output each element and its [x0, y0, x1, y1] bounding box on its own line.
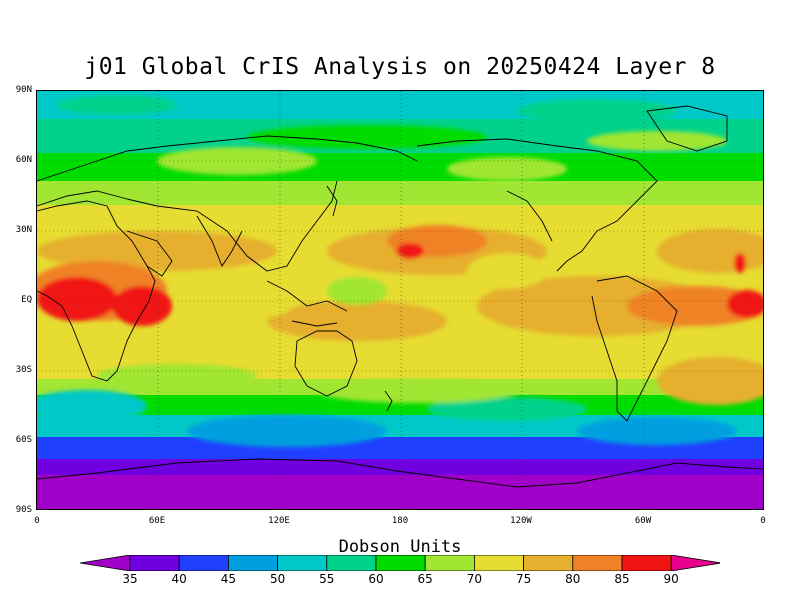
colorbar-title: Dobson Units	[338, 537, 462, 557]
colorbar-level-label: 70	[466, 572, 483, 586]
lat-label-60n: 60N	[15, 155, 32, 165]
colorbar-level-label: 55	[319, 572, 335, 586]
colorbar-level-label: 50	[269, 572, 286, 586]
colorbar-swatch	[178, 555, 229, 571]
colorbar-level-label: 45	[220, 572, 237, 586]
colorbar-swatch	[621, 555, 672, 571]
colorbar-swatch	[326, 555, 377, 571]
map-title: j01 Global CrIS Analysis on 20250424 Lay…	[84, 54, 716, 80]
colorbar-level-label: 35	[122, 572, 138, 586]
colorbar-swatch	[277, 555, 328, 571]
colorbar-swatch	[572, 555, 623, 571]
lon-label-120w: 120W	[510, 516, 532, 526]
colorbar-level-label: 60	[368, 572, 384, 586]
ozone-field	[37, 91, 763, 509]
lon-label-60e: 60E	[148, 516, 166, 526]
lat-label-30s: 30S	[15, 365, 32, 375]
ozone-map	[36, 90, 764, 510]
lon-label-120e: 120E	[268, 516, 290, 526]
colorbar-level-label: 80	[565, 572, 581, 586]
lat-label-90s: 90S	[15, 505, 32, 515]
colorbar-swatch	[473, 555, 524, 571]
lat-label-60s: 60S	[15, 435, 32, 445]
colorbar-swatch-high	[670, 555, 720, 571]
colorbar-swatch-low	[80, 555, 131, 571]
ozone-patches	[37, 95, 763, 447]
colorbar-swatch	[523, 555, 574, 571]
colorbar-level-label: 90	[663, 572, 679, 586]
colorbar-swatch	[227, 555, 278, 571]
coastlines	[37, 105, 763, 488]
lat-label-90n: 90N	[15, 85, 32, 95]
lat-label-30n: 30N	[15, 225, 32, 235]
lon-label-0-east: 0	[760, 516, 766, 526]
lon-label-0: 0	[34, 516, 40, 526]
lat-label-eq: EQ	[21, 295, 32, 305]
lon-label-60w: 60W	[634, 516, 652, 526]
colorbar-swatch	[424, 555, 475, 571]
colorbar	[80, 555, 720, 571]
colorbar-level-label: 75	[515, 572, 532, 586]
graticule	[37, 91, 763, 509]
colorbar-level-label: 65	[417, 572, 433, 586]
colorbar-swatch	[129, 555, 180, 571]
colorbar-swatch	[375, 555, 426, 571]
colorbar-level-label: 85	[614, 572, 630, 586]
lon-label-180: 180	[391, 516, 409, 526]
colorbar-level-label: 40	[171, 572, 187, 586]
